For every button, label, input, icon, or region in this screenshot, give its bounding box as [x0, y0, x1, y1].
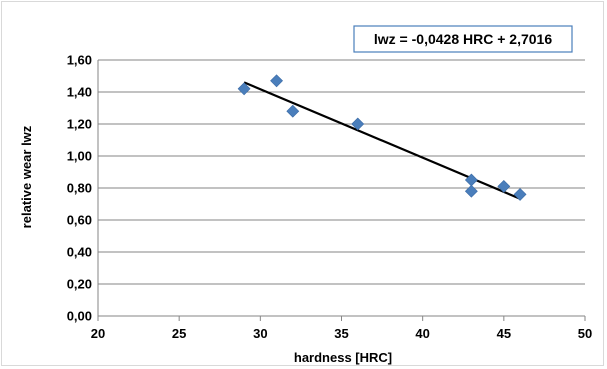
y-tick-label: 1,20	[67, 117, 92, 132]
trendline	[243, 81, 521, 200]
y-tick-label: 1,60	[67, 53, 92, 68]
x-tick-label: 40	[415, 326, 429, 341]
y-tick-label: 0,00	[67, 309, 92, 324]
y-axis-title: relative wear lwz	[19, 125, 34, 228]
grid-lines	[98, 59, 585, 317]
data-point	[270, 74, 283, 88]
x-tick-labels: 20 25 30 35 40 45 50	[91, 316, 592, 341]
data-point	[237, 82, 251, 96]
trendline-equation: lwz = -0,0428 HRC + 2,7016	[374, 31, 552, 47]
x-tick-label: 45	[497, 326, 511, 341]
trendline-equation-box: lwz = -0,0428 HRC + 2,7016	[353, 25, 573, 53]
x-tick-label: 35	[334, 326, 348, 341]
trendline-layer	[243, 81, 521, 200]
y-tick-label: 0,60	[67, 213, 92, 228]
y-tick-label: 1,00	[67, 149, 92, 164]
y-tick-label: 0,20	[67, 277, 92, 292]
data-point	[464, 184, 478, 198]
data-points	[237, 74, 527, 201]
x-tick-label: 20	[91, 326, 105, 341]
y-tick-labels: 0,00 0,20 0,40 0,60 0,80 1,00 1,20 1,40 1,60	[67, 53, 92, 324]
y-tick-label: 0,40	[67, 245, 92, 260]
y-tick-label: 1,40	[67, 85, 92, 100]
x-tick-label: 30	[253, 326, 267, 341]
x-axis-title: hardness [HRC]	[294, 350, 392, 365]
data-point	[286, 104, 300, 118]
x-tick-label: 50	[578, 326, 592, 341]
equation-box-border	[353, 25, 573, 53]
y-tick-label: 0,80	[67, 181, 92, 196]
x-tick-label: 25	[172, 326, 186, 341]
data-point	[351, 117, 365, 131]
data-point	[497, 179, 511, 193]
data-point	[513, 187, 527, 201]
